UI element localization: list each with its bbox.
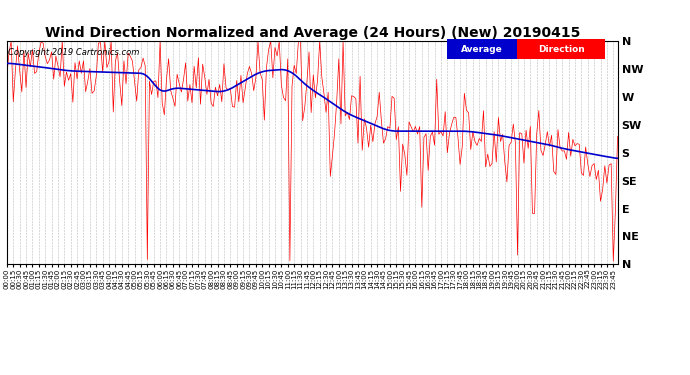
- Bar: [446, 39, 517, 59]
- Text: Copyright 2019 Cartronics.com: Copyright 2019 Cartronics.com: [8, 48, 139, 57]
- Bar: [517, 39, 605, 59]
- Text: Direction: Direction: [538, 45, 584, 54]
- Title: Wind Direction Normalized and Average (24 Hours) (New) 20190415: Wind Direction Normalized and Average (2…: [45, 26, 580, 40]
- Text: Average: Average: [461, 45, 502, 54]
